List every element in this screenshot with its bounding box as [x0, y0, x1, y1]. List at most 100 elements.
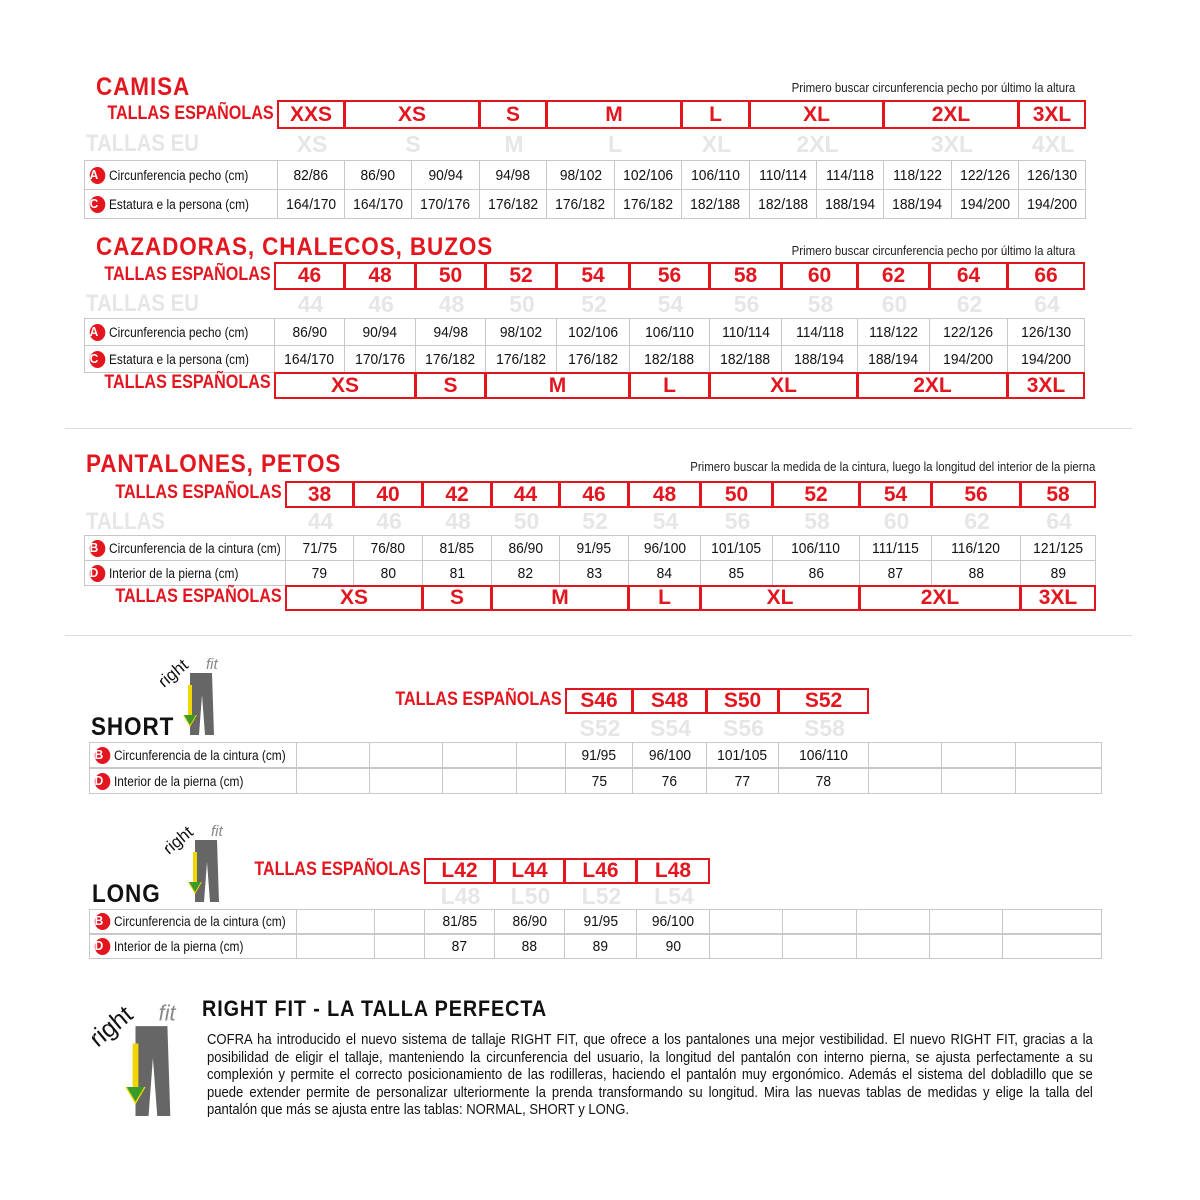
table-cell: 87 — [859, 560, 932, 586]
table-cell-text: 85 — [728, 564, 745, 582]
eu-size-cell-text: S54 — [650, 714, 691, 741]
table-cell-text: 188/194 — [868, 350, 919, 368]
size-cell: 50 — [415, 262, 486, 290]
size-cell: 3XL — [1018, 100, 1086, 129]
eu-size-cell: 64 — [1008, 290, 1086, 318]
eu-size-cell-text: 50 — [513, 508, 540, 534]
eu-size-cell-text: 64 — [1046, 508, 1072, 534]
table-cell-text: 77 — [734, 772, 751, 790]
table-cell-text: 176/182 — [555, 195, 606, 213]
table-cell: 82 — [491, 560, 560, 586]
table-cell: 89 — [564, 934, 637, 959]
cazadoras-bottom-label: TALLAS ESPAÑOLAS — [104, 372, 271, 393]
eu-size-cell: S58 — [779, 714, 870, 742]
table-cell-text: 126/130 — [1027, 166, 1077, 184]
table-cell: 90/94 — [344, 318, 416, 346]
table-cell-text: 182/188 — [758, 195, 808, 213]
size-cell: 40 — [353, 481, 423, 508]
table-cell-text: 114/118 — [795, 323, 844, 341]
measure-label: B Circunferencia de la cintura (cm) — [84, 535, 286, 561]
table-cell-text: 94/98 — [433, 323, 468, 341]
rightfit-logo: right fit — [154, 655, 240, 745]
eu-size-cell-text: 58 — [807, 290, 834, 317]
measure-label: B Circunferencia de la cintura (cm) — [89, 909, 297, 934]
size-cell-text: 40 — [376, 482, 400, 506]
cazadoras-note: Primero buscar circunferencia pecho por … — [791, 243, 1075, 258]
table-cell-text: 118/122 — [893, 166, 942, 184]
size-cell: 44 — [491, 481, 560, 508]
eu-size-cell: S54 — [633, 714, 708, 742]
eu-size-cell-text: 52 — [581, 290, 607, 317]
eu-size-cell: 52 — [557, 290, 631, 318]
table-cell-text: 86/90 — [292, 323, 327, 341]
table-cell: 75 — [565, 768, 633, 794]
table-cell: 106/110 — [629, 318, 710, 346]
table-cell: 90 — [636, 934, 710, 959]
table-cell-text: 126/130 — [1021, 323, 1071, 341]
size-cell: 56 — [629, 262, 710, 290]
table-cell: 85 — [700, 560, 773, 586]
size-cell: M — [485, 372, 630, 399]
eu-size-cell: 54 — [630, 290, 711, 318]
table-cell: 164/170 — [274, 345, 345, 373]
svg-text:fit: fit — [159, 1000, 177, 1025]
badge-d-icon: D — [94, 772, 111, 790]
size-cell-text: 46 — [582, 482, 606, 506]
camisa-title: CAMISA — [96, 73, 191, 101]
size-cell-text: 54 — [883, 482, 908, 506]
size-cell: 2XL — [857, 372, 1008, 399]
size-cell: 46 — [274, 262, 345, 290]
camisa-eu-label: TALLAS EU — [86, 130, 199, 157]
eu-size-cell-text: 46 — [368, 290, 394, 317]
size-cell-text: 3XL — [1032, 102, 1072, 126]
table-cell: 94/98 — [415, 318, 486, 346]
size-cell: L — [629, 372, 710, 399]
size-cell: 2XL — [859, 585, 1021, 611]
table-cell: 106/110 — [778, 742, 869, 768]
size-cell: 62 — [857, 262, 930, 290]
table-cell-text: 102/106 — [568, 323, 618, 341]
table-cell-text: 182/188 — [690, 195, 741, 213]
svg-text:fit: fit — [211, 823, 224, 840]
badge-b-icon: B — [94, 913, 111, 930]
table-cell: 82/86 — [277, 160, 345, 190]
eu-size-cell-text: 4XL — [1031, 131, 1075, 157]
table-cell: 188/194 — [857, 345, 930, 373]
table-cell — [1015, 768, 1102, 794]
size-cell-text: M — [605, 102, 623, 126]
table-cell: 83 — [559, 560, 629, 586]
short-es-label: TALLAS ESPAÑOLAS — [395, 689, 562, 710]
size-cell: S — [422, 585, 492, 611]
svg-text:right: right — [165, 822, 197, 858]
table-cell: 96/100 — [628, 535, 701, 561]
size-cell: 48 — [628, 481, 701, 508]
size-cell-text: M — [551, 586, 569, 609]
table-cell-text: 98/102 — [499, 323, 543, 341]
table-cell — [516, 768, 566, 794]
table-cell — [516, 742, 566, 768]
eu-size-cell: 48 — [416, 290, 487, 318]
table-cell: 90/94 — [411, 160, 480, 190]
table-cell-text: 102/106 — [623, 166, 673, 184]
table-cell — [369, 768, 443, 794]
table-cell — [369, 742, 443, 768]
eu-size-cell-text: S — [405, 131, 421, 157]
table-cell: 182/188 — [749, 189, 817, 219]
table-cell-text: 94/98 — [495, 166, 531, 184]
camisa-es-label: TALLAS ESPAÑOLAS — [107, 103, 274, 124]
eu-size-cell-text: S58 — [804, 714, 845, 741]
table-cell-text: 176/182 — [496, 350, 546, 368]
pantalones-title: PANTALONES, PETOS — [86, 450, 342, 478]
size-cell-text: 38 — [307, 482, 332, 506]
size-cell-text: S48 — [650, 689, 689, 712]
table-cell-text: 188/194 — [825, 195, 875, 213]
size-cell: 2XL — [883, 100, 1019, 129]
badge-a-icon: A — [89, 166, 106, 184]
table-cell-text: 84 — [656, 564, 673, 582]
eu-size-cell: 60 — [858, 290, 931, 318]
eu-size-cell: L54 — [637, 883, 711, 909]
size-cell-text: S52 — [804, 689, 843, 712]
eu-size-cell: M — [480, 130, 548, 159]
size-cell-text: 52 — [804, 482, 828, 506]
table-cell-text: 182/188 — [720, 350, 771, 368]
